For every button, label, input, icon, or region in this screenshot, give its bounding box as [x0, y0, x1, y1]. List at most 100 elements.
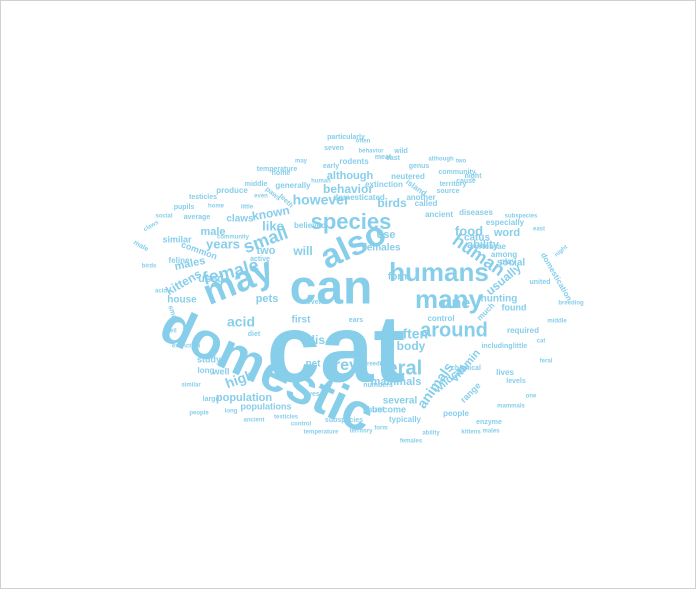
cloud-word: long — [198, 366, 215, 375]
cloud-word: temperature — [304, 430, 339, 436]
cloud-word: claws — [226, 214, 254, 225]
cloud-word: levels — [506, 378, 526, 385]
cloud-word: study — [197, 354, 221, 364]
cloud-word: extinction — [172, 344, 201, 350]
cloud-word: territory — [349, 429, 373, 435]
cloud-word: among — [491, 250, 517, 259]
cloud-word: ears — [349, 317, 364, 324]
cloud-word: meat — [375, 154, 392, 161]
cloud-word: male — [200, 226, 225, 238]
cloud-word: people — [189, 411, 209, 417]
cloud-word: vertebrae — [470, 242, 507, 251]
cloud-word: subspecies — [325, 417, 363, 424]
cloud-word: often — [394, 326, 428, 342]
cloud-word: social — [497, 258, 526, 269]
cloud-word: little — [241, 205, 254, 211]
cloud-word: feral — [380, 357, 422, 379]
cloud-word: will — [292, 244, 312, 258]
cloud-word: behavior — [323, 182, 373, 196]
cloud-word: cause — [456, 178, 476, 185]
cloud-word: mammals — [497, 404, 525, 410]
cloud-word: early — [323, 163, 339, 170]
cloud-word: subspecies — [505, 214, 538, 220]
cloud-word: united — [530, 279, 551, 286]
cloud-word: ability — [422, 431, 440, 437]
cloud-word: rodents — [339, 157, 369, 166]
cloud-word: breeding — [363, 362, 389, 368]
cloud-word: diet — [248, 331, 261, 338]
cloud-word: kittens — [461, 430, 481, 436]
cloud-word: seven — [324, 145, 344, 152]
cloud-word: wild — [393, 148, 408, 155]
cloud-word: males — [482, 429, 500, 435]
cloud-word: often — [356, 139, 371, 145]
cloud-word: body — [397, 339, 426, 353]
cloud-word: several — [383, 396, 418, 407]
cloud-word: little — [513, 343, 527, 350]
cloud-word: even — [254, 194, 268, 200]
cloud-word: similar — [181, 383, 201, 389]
cloud-word: ancient — [425, 210, 453, 219]
cloud-word: east — [386, 155, 401, 162]
cloud-word: found — [502, 302, 527, 312]
cloud-word: house — [167, 295, 197, 306]
cloud-word: chemical — [451, 365, 481, 372]
cloud-word: lives — [496, 368, 514, 377]
cloud-word: especially — [486, 218, 525, 227]
cloud-word: like — [262, 218, 284, 233]
cloud-word: although — [327, 170, 374, 182]
cloud-word: many — [415, 284, 483, 314]
cloud-word: particularly — [327, 134, 365, 141]
cloud-word: become — [372, 404, 406, 414]
cloud-word: feral — [540, 359, 553, 365]
cloud-word: well — [211, 366, 229, 376]
cloud-word: well — [164, 329, 177, 335]
cloud-word: middle — [547, 319, 567, 325]
cloud-word: population — [216, 392, 272, 404]
cloud-word: control — [291, 422, 312, 428]
cloud-word: acid — [227, 314, 255, 330]
cloud-word: pets — [256, 293, 279, 305]
cloud-word: neutered — [391, 172, 425, 181]
cloud-word: home — [208, 204, 225, 210]
cloud-word: birds — [142, 264, 157, 270]
cloud-word: enzyme — [476, 419, 502, 426]
cloud-word: birds — [377, 196, 407, 210]
cloud-word: middle — [245, 181, 268, 188]
cloud-word: acid — [155, 289, 167, 295]
cloud-word: pet — [306, 359, 322, 370]
cloud-word: male — [132, 239, 149, 253]
cloud-word: feline — [169, 256, 190, 265]
cloud-word: long — [225, 409, 238, 415]
cloud-word: active — [250, 256, 270, 263]
cloud-word: human — [311, 179, 331, 185]
cloud-word: another — [406, 193, 435, 202]
cloud-word: first — [292, 315, 312, 326]
cloud-word: similar — [162, 234, 192, 244]
cloud-word: females — [400, 439, 423, 445]
cloud-word: one — [526, 394, 537, 400]
cloud-word: night — [464, 173, 482, 180]
cloud-word: large — [203, 396, 220, 403]
cloud-word: humans — [389, 257, 489, 287]
cloud-word: species — [311, 209, 392, 234]
cloud-word: word — [493, 227, 520, 239]
cloud-word: use — [377, 229, 396, 241]
cloud-word: community — [438, 169, 475, 176]
cloud-word: ancient — [243, 418, 264, 424]
cloud-word: called — [415, 199, 438, 208]
cloud-word: night — [554, 244, 569, 258]
cloud-word: range — [458, 380, 482, 404]
cloud-word: play — [500, 257, 517, 266]
cloud-word: one — [442, 295, 471, 312]
cloud-word: required — [507, 326, 539, 335]
cloud-word: typically — [389, 415, 422, 424]
cloud-word: around — [420, 319, 488, 341]
cloud-word: behavior — [358, 149, 384, 155]
cloud-word: extinction — [365, 180, 403, 189]
cloud-word: years — [206, 236, 240, 251]
cloud-word: form — [388, 272, 410, 283]
cloud-word: food — [455, 223, 483, 238]
cloud-word: community — [217, 235, 250, 241]
